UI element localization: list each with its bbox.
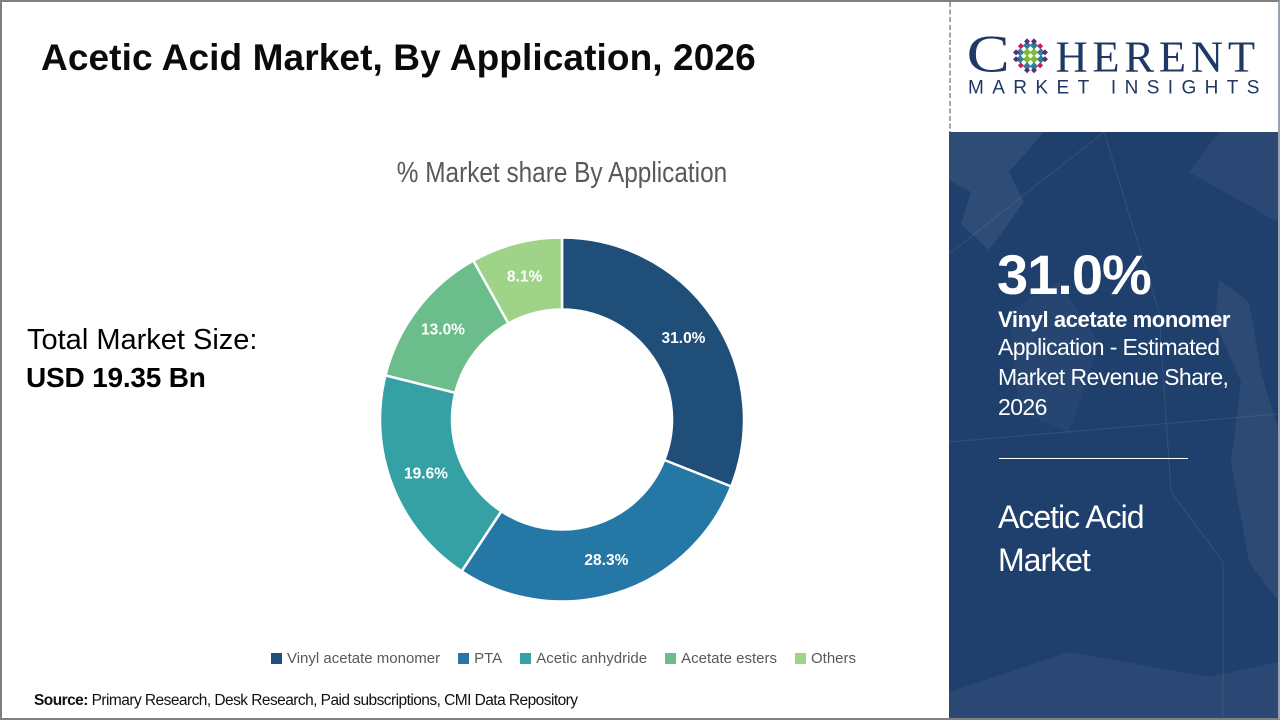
svg-text:C: C [967, 24, 1010, 83]
svg-text:28.3%: 28.3% [584, 552, 628, 569]
svg-text:HERENT: HERENT [1056, 32, 1260, 82]
svg-text:MARKET INSIGHTS: MARKET INSIGHTS [968, 78, 1268, 99]
svg-text:13.0%: 13.0% [421, 322, 465, 339]
svg-text:31.0%: 31.0% [662, 330, 706, 347]
svg-text:19.6%: 19.6% [404, 466, 448, 483]
svg-text:8.1%: 8.1% [507, 269, 543, 286]
